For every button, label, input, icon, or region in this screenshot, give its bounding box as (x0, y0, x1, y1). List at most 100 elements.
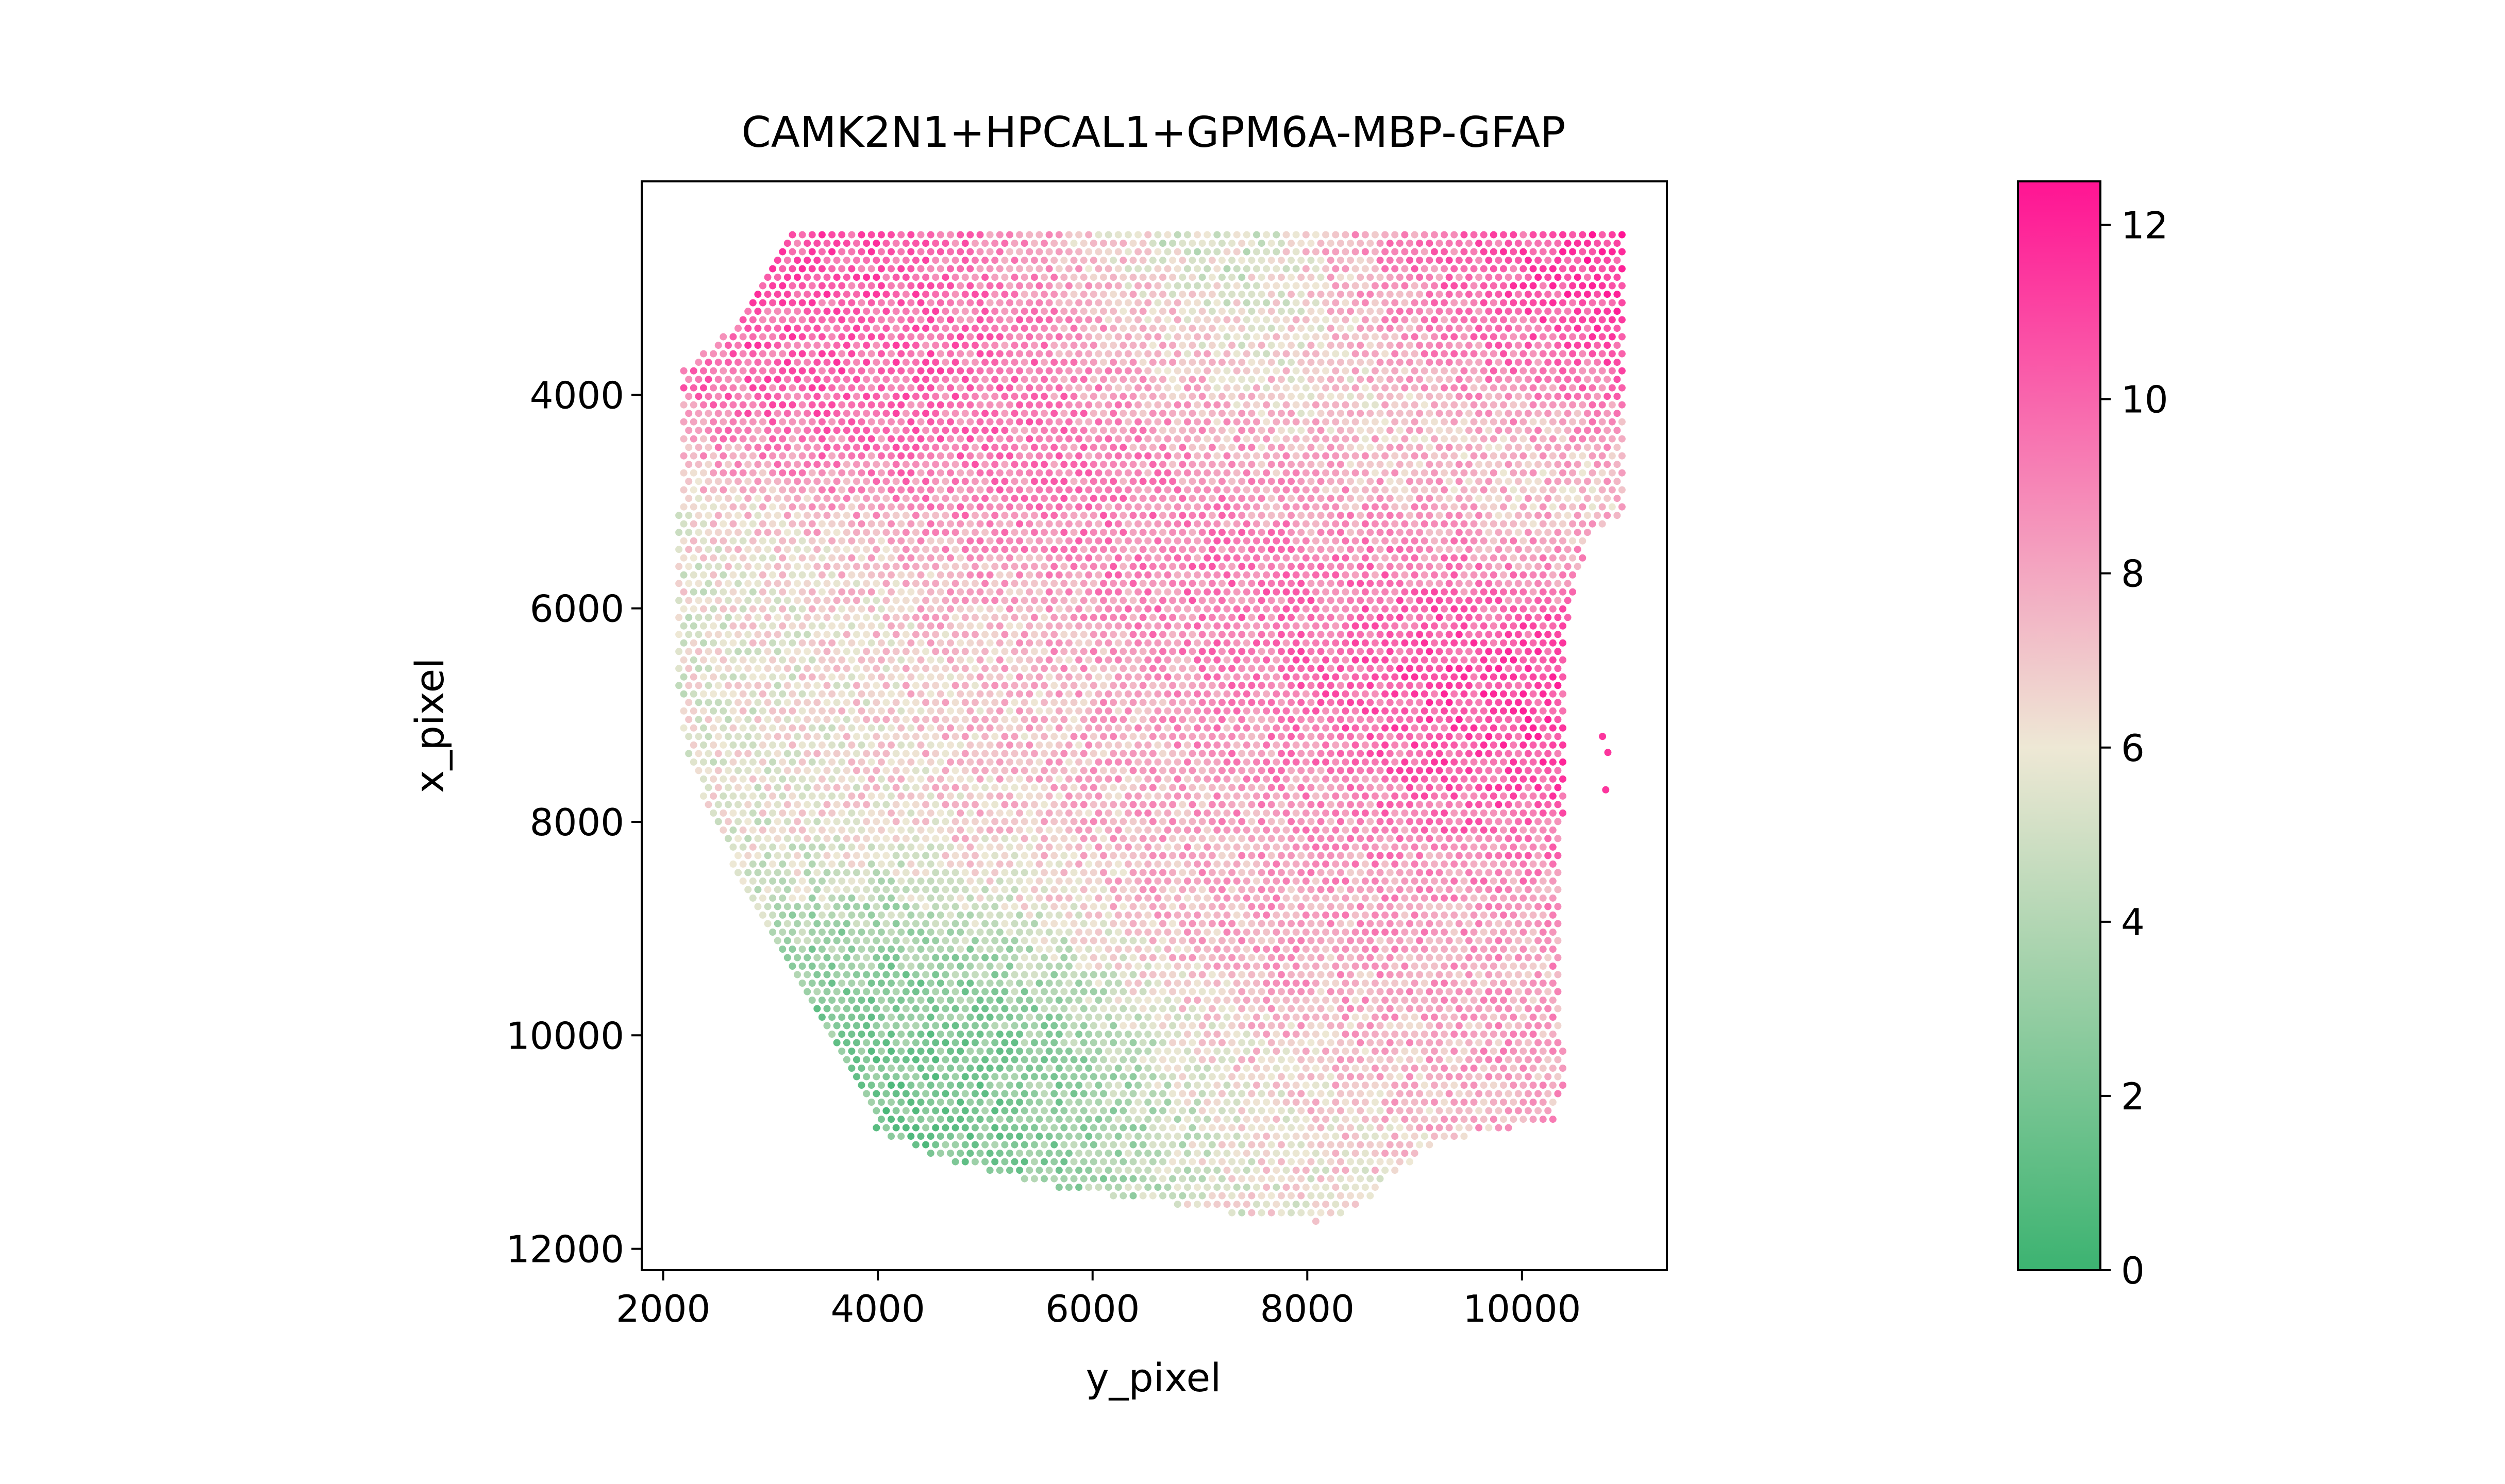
spot (1441, 384, 1448, 392)
spot (1223, 656, 1231, 664)
spot (1149, 546, 1157, 553)
spot (892, 665, 900, 672)
spot (1189, 495, 1196, 502)
spot (1480, 486, 1488, 494)
spot (1223, 418, 1231, 426)
spot (966, 554, 974, 562)
spot (1559, 486, 1566, 494)
spot (922, 393, 930, 400)
spot (1421, 622, 1428, 630)
spot (1075, 282, 1083, 290)
spot (1060, 529, 1068, 536)
spot (1406, 546, 1413, 553)
spot (1100, 410, 1107, 417)
spot (981, 444, 989, 451)
spot (1544, 580, 1552, 587)
spot (823, 393, 831, 400)
spot (734, 546, 742, 553)
spot (1524, 410, 1532, 417)
spot (1159, 631, 1166, 638)
spot (1105, 503, 1112, 511)
spot (1435, 393, 1443, 400)
spot (1159, 240, 1166, 247)
spot (779, 571, 787, 579)
spot (922, 308, 930, 315)
spot (1500, 248, 1507, 256)
spot (1470, 503, 1478, 511)
spot (1055, 656, 1063, 664)
spot (798, 486, 806, 494)
spot (1179, 257, 1187, 264)
spot (1549, 520, 1557, 528)
spot (1327, 512, 1334, 519)
spot (951, 393, 959, 400)
spot (1480, 503, 1488, 511)
spot (818, 418, 826, 426)
spot (1589, 503, 1596, 511)
spot (1179, 427, 1187, 434)
spot (1120, 359, 1127, 366)
spot (1288, 648, 1295, 655)
spot (1594, 274, 1601, 281)
spot (927, 350, 934, 358)
spot (1554, 342, 1562, 349)
spot (932, 546, 940, 553)
spot (1149, 631, 1157, 638)
spot (981, 546, 989, 553)
spot (1455, 410, 1463, 417)
spot (1297, 444, 1305, 451)
spot (1233, 469, 1241, 477)
spot (1514, 648, 1522, 655)
spot (1505, 631, 1512, 638)
spot (1114, 520, 1122, 528)
spot (1396, 427, 1404, 434)
spot (1312, 656, 1320, 664)
spot (1470, 401, 1478, 409)
spot (1297, 393, 1305, 400)
spot (769, 299, 777, 307)
spot (1030, 410, 1038, 417)
spot (892, 512, 900, 519)
spot (1480, 452, 1488, 460)
spot (1070, 325, 1078, 332)
spot (1490, 554, 1497, 562)
spot (1080, 359, 1088, 366)
spot (1485, 257, 1493, 264)
spot (705, 495, 712, 502)
spot (1371, 231, 1379, 239)
spot (1401, 503, 1409, 511)
spot (843, 359, 850, 366)
spot (937, 571, 944, 579)
spot (917, 401, 925, 409)
spot (739, 690, 747, 698)
spot (1302, 622, 1310, 630)
spot (1514, 614, 1522, 621)
spot (853, 376, 860, 383)
spot (1307, 376, 1315, 383)
spot (996, 384, 1004, 392)
spot (1080, 563, 1088, 570)
spot (1450, 248, 1458, 256)
spot (1248, 665, 1256, 672)
spot (759, 673, 766, 681)
spot (779, 486, 787, 494)
spot (947, 231, 954, 239)
spot (789, 401, 796, 409)
spot (1396, 597, 1404, 604)
spot (971, 427, 979, 434)
spot (1337, 291, 1344, 298)
spot (1223, 486, 1231, 494)
spot (1263, 673, 1271, 681)
spot (867, 690, 875, 698)
spot (1243, 333, 1250, 341)
spot (783, 444, 791, 451)
spot (1085, 622, 1093, 630)
spot (937, 282, 944, 290)
spot (1618, 435, 1626, 443)
spot (754, 614, 762, 621)
spot (1441, 350, 1448, 358)
spot (1396, 648, 1404, 655)
spot (714, 410, 722, 417)
spot (1480, 588, 1488, 596)
spot (1060, 495, 1068, 502)
